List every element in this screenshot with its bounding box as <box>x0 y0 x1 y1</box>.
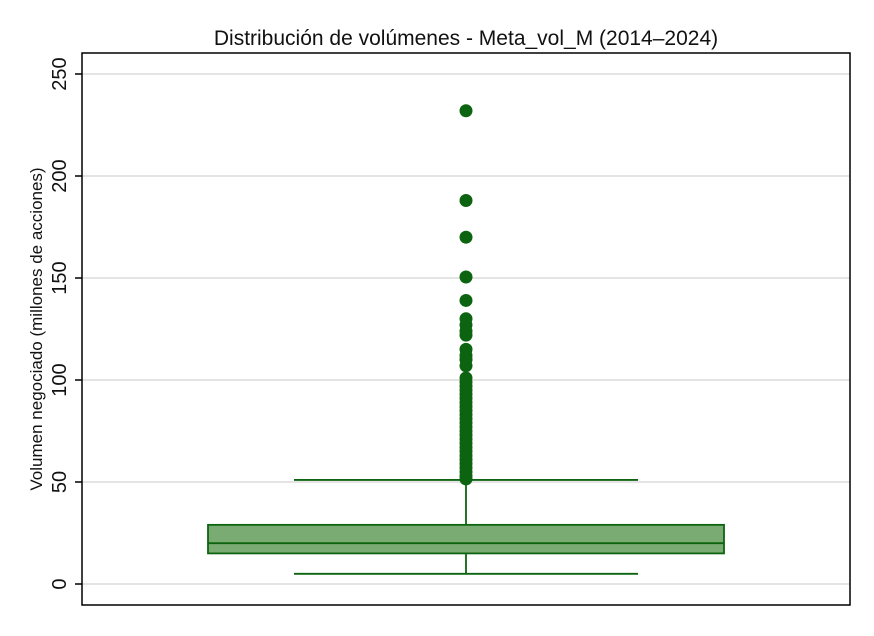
outlier-point-12 <box>459 359 473 373</box>
y-axis-label: Volumen negociado (millones de acciones) <box>27 167 46 490</box>
outlier-point-4 <box>459 293 473 307</box>
y-tick-label-200: 200 <box>49 159 71 192</box>
y-tick-label-250: 250 <box>49 57 71 90</box>
outliers-group <box>459 104 473 486</box>
outlier-point-8 <box>459 328 473 342</box>
outlier-point-1 <box>459 193 473 207</box>
box-group <box>207 479 725 575</box>
y-tick-label-0: 0 <box>49 578 71 589</box>
y-tick-label-50: 50 <box>49 471 71 493</box>
iqr-box <box>207 523 725 555</box>
y-tick-label-150: 150 <box>49 261 71 294</box>
chart-title: Distribución de volúmenes - Meta_vol_M (… <box>214 27 718 50</box>
y-tick-label-100: 100 <box>49 363 71 396</box>
outlier-point-3 <box>459 270 473 284</box>
y-axis-ticks: 0 50 100 150 200 250 <box>49 57 82 590</box>
plot-frame <box>81 52 851 606</box>
outlier-point-2 <box>459 230 473 244</box>
outlier-point-38 <box>459 472 473 486</box>
outlier-point-0 <box>459 104 473 118</box>
